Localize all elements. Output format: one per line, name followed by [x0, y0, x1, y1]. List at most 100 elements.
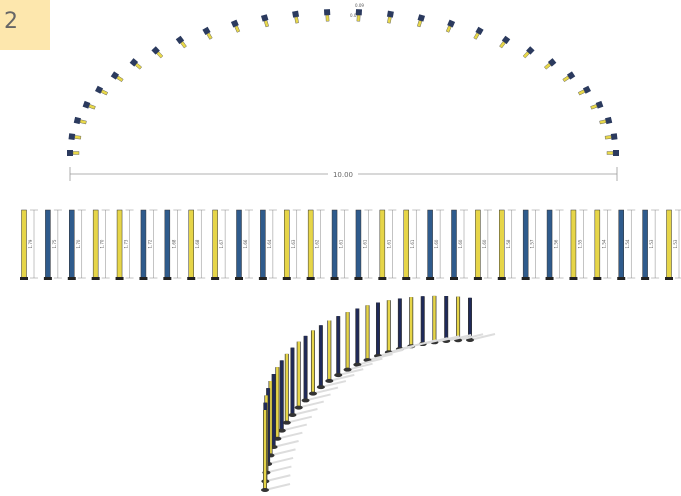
column-label: 1.61 [339, 239, 344, 248]
column-arm [606, 151, 614, 155]
post-base [316, 385, 325, 390]
plan-column [230, 19, 241, 33]
column [212, 209, 218, 279]
column [403, 209, 409, 279]
span-label: 10.00 [333, 171, 353, 179]
plan-column [82, 100, 96, 110]
column-base [115, 277, 124, 280]
column-base [330, 277, 339, 280]
shadow [298, 400, 324, 409]
column-label: 1.61 [362, 239, 367, 248]
column-base [163, 277, 172, 280]
column-head [386, 10, 394, 18]
column [499, 209, 505, 279]
shadow [264, 483, 291, 491]
column-label: 1.54 [625, 239, 630, 248]
shadow [277, 431, 303, 440]
column-arm [294, 16, 299, 24]
column [236, 209, 242, 279]
column [642, 209, 648, 279]
column-arm [72, 151, 80, 155]
column-arm [234, 25, 241, 33]
column-base [282, 277, 291, 280]
column-arm [325, 14, 330, 22]
column [427, 209, 433, 279]
column-label: 1.53 [649, 239, 654, 248]
column [331, 209, 338, 279]
column-arm [134, 62, 143, 70]
column [45, 209, 51, 279]
column-base [139, 277, 148, 280]
column-label: 1.56 [554, 239, 559, 248]
column-label: 1.60 [434, 239, 439, 248]
column-arm [604, 135, 612, 140]
plan-column [543, 58, 557, 70]
column-base [306, 277, 315, 280]
column-base [258, 277, 267, 280]
column-head [230, 19, 239, 28]
column [164, 209, 171, 279]
column-label: 1.60 [458, 239, 463, 248]
plan-column [417, 14, 426, 28]
column-label: 1.75 [52, 239, 57, 248]
column-base [235, 277, 243, 280]
shadow [377, 348, 404, 357]
column-label: 1.57 [530, 239, 535, 248]
shadow [347, 362, 373, 371]
column-head [292, 10, 300, 18]
dimension-gap [328, 169, 358, 179]
detail-label: 0.09 [350, 13, 359, 18]
column-head [605, 116, 613, 125]
column-arm [206, 32, 213, 40]
column-arm [74, 135, 82, 140]
plan-column [522, 46, 535, 59]
shadow [267, 456, 294, 465]
column-arm [473, 32, 480, 40]
shadow [266, 465, 292, 474]
perspective-view [261, 295, 496, 492]
column-base [641, 277, 650, 280]
column-base [20, 277, 28, 280]
column-label: 1.72 [147, 239, 152, 248]
column-arm [88, 104, 96, 110]
column [546, 209, 553, 279]
plan-column [606, 150, 619, 156]
column-arm [116, 75, 124, 82]
column-head [582, 85, 591, 94]
plan-column [73, 116, 87, 125]
column-arm [180, 41, 187, 49]
shadow [265, 474, 291, 483]
plan-column [260, 14, 269, 28]
plan-column [68, 133, 82, 140]
post-base [288, 413, 297, 417]
post-base [325, 378, 334, 383]
column-label: 1.70 [100, 239, 105, 248]
column-head [613, 150, 619, 156]
column-label: 1.61 [410, 239, 415, 248]
plan-column [386, 10, 394, 24]
column-base [402, 277, 411, 280]
column-head [68, 133, 76, 140]
column-label: 1.79 [28, 239, 33, 248]
plan-column [323, 9, 331, 22]
column-head [95, 85, 104, 94]
column-label: 1.63 [291, 239, 296, 248]
column-label: 1.67 [219, 239, 224, 248]
column [92, 209, 99, 279]
column-arm [417, 20, 423, 28]
column-arm [590, 104, 598, 110]
plan-column [599, 116, 613, 125]
shadow [312, 386, 339, 395]
post-base [334, 373, 343, 378]
column-base [91, 277, 100, 280]
shadow [445, 334, 472, 342]
column-base [67, 277, 76, 280]
column [618, 209, 624, 279]
plan-column [499, 35, 511, 49]
column-arm [522, 51, 530, 59]
column-label: 1.60 [482, 239, 487, 248]
column-head [610, 133, 618, 140]
column-base [187, 277, 196, 280]
